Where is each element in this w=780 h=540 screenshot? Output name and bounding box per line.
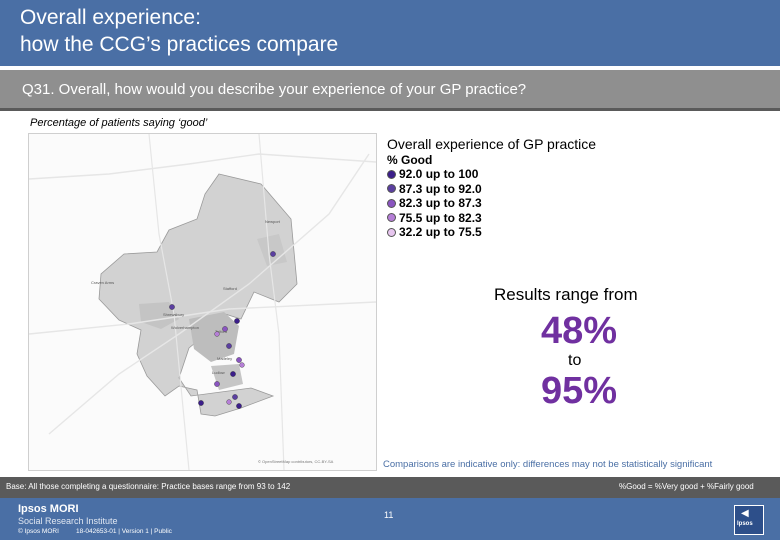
comparisons-note: Comparisons are indicative only: differe…	[383, 459, 713, 470]
legend-label: 32.2 up to 75.5	[399, 225, 482, 240]
slide-footer: Ipsos MORI Social Research Institute © I…	[0, 498, 780, 540]
slide-title: Overall experience: how the CCG’s practi…	[20, 4, 760, 58]
urban-area	[139, 302, 179, 329]
road	[48, 153, 370, 435]
range-to-text: to	[568, 352, 582, 369]
map-label-craven-arms: Craven Arms	[91, 280, 114, 285]
practice-marker[interactable]	[226, 343, 232, 349]
title-line-2: how the CCG’s practices compare	[20, 33, 339, 56]
legend-item: 87.3 up to 92.0	[387, 182, 596, 197]
range-high-value: 95%	[541, 370, 618, 412]
practice-marker[interactable]	[234, 318, 240, 324]
legend-swatch-icon	[387, 198, 396, 208]
practice-marker[interactable]	[232, 394, 238, 400]
road	[258, 134, 285, 470]
map-label-telford: Telford	[215, 329, 227, 334]
legend-subtitle: % Good	[387, 153, 433, 167]
legend-label: 92.0 up to 100	[399, 167, 479, 182]
map-graphic: Newport Stafford Wolverhampton Telford M…	[29, 134, 376, 470]
ipsos-badge-logo: ◀ Ipsos	[734, 505, 764, 535]
road	[29, 153, 376, 180]
copyright-text: © Ipsos MORI	[18, 528, 59, 535]
map-label-ludlow: Ludlow	[212, 370, 225, 375]
page-number: 11	[384, 510, 394, 520]
road	[29, 301, 376, 335]
legend-label: 82.3 up to 87.3	[399, 196, 482, 211]
job-number: 18-042653-01 | Version 1 | Public	[76, 528, 172, 535]
legend-swatch-icon	[387, 227, 396, 237]
base-bar: Base: All those completing a questionnai…	[0, 477, 780, 498]
range-intro-text: Results range from	[494, 285, 638, 304]
map-label-stafford: Stafford	[223, 286, 237, 291]
good-definition-note: %Good = %Very good + %Fairly good	[619, 482, 754, 491]
ipsos-badge-label: Ipsos	[737, 521, 753, 527]
practice-marker[interactable]	[214, 331, 220, 337]
chart-subtitle: Percentage of patients saying ‘good’	[30, 117, 208, 129]
legend-label: 87.3 up to 92.0	[399, 181, 482, 196]
arrow-icon: ◀	[741, 508, 749, 519]
map-label-shrewsbury: Shrewsbury	[163, 312, 184, 317]
practice-marker[interactable]	[239, 362, 245, 368]
ipsos-mori-logo: Ipsos MORI	[18, 503, 79, 515]
practice-marker[interactable]	[222, 326, 228, 332]
practice-map: Newport Stafford Wolverhampton Telford M…	[28, 133, 377, 471]
map-label-wolverhampton: Wolverhampton	[171, 325, 199, 330]
legend-item: 75.5 up to 82.3	[387, 211, 596, 226]
legend-item: 92.0 up to 100	[387, 167, 596, 182]
base-text: Base: All those completing a questionnai…	[6, 482, 291, 491]
practice-marker[interactable]	[169, 304, 175, 310]
ccg-boundary	[98, 173, 298, 417]
range-low-value: 48%	[541, 310, 618, 352]
question-bar: Q31. Overall, how would you describe you…	[0, 70, 780, 111]
question-text: Q31. Overall, how would you describe you…	[22, 81, 527, 98]
legend-swatch-icon	[387, 169, 396, 179]
title-line-1: Overall experience:	[20, 6, 201, 29]
practice-marker[interactable]	[236, 357, 242, 363]
map-credit: © OpenStreetMap contributors, CC-BY-SA	[258, 459, 334, 464]
map-label-newport: Newport	[265, 219, 281, 224]
practice-marker[interactable]	[230, 371, 236, 377]
legend-swatch-icon	[387, 184, 396, 194]
road	[148, 134, 190, 470]
map-label-madeley: Madeley	[217, 356, 232, 361]
slide-header: Overall experience: how the CCG’s practi…	[0, 0, 780, 66]
legend-item: 32.2 up to 75.5	[387, 225, 596, 240]
urban-area	[189, 312, 239, 362]
map-legend: Overall experience of GP practice % Good…	[387, 137, 596, 240]
practice-marker[interactable]	[198, 400, 204, 406]
legend-label: 75.5 up to 82.3	[399, 210, 482, 225]
practice-marker[interactable]	[214, 381, 220, 387]
practice-marker[interactable]	[236, 403, 242, 409]
practice-marker[interactable]	[270, 251, 276, 257]
legend-item: 82.3 up to 87.3	[387, 196, 596, 211]
legend-title: Overall experience of GP practice	[387, 136, 597, 152]
legend-swatch-icon	[387, 213, 396, 223]
sri-logo-text: Social Research Institute	[18, 516, 118, 526]
practice-marker[interactable]	[226, 399, 232, 405]
